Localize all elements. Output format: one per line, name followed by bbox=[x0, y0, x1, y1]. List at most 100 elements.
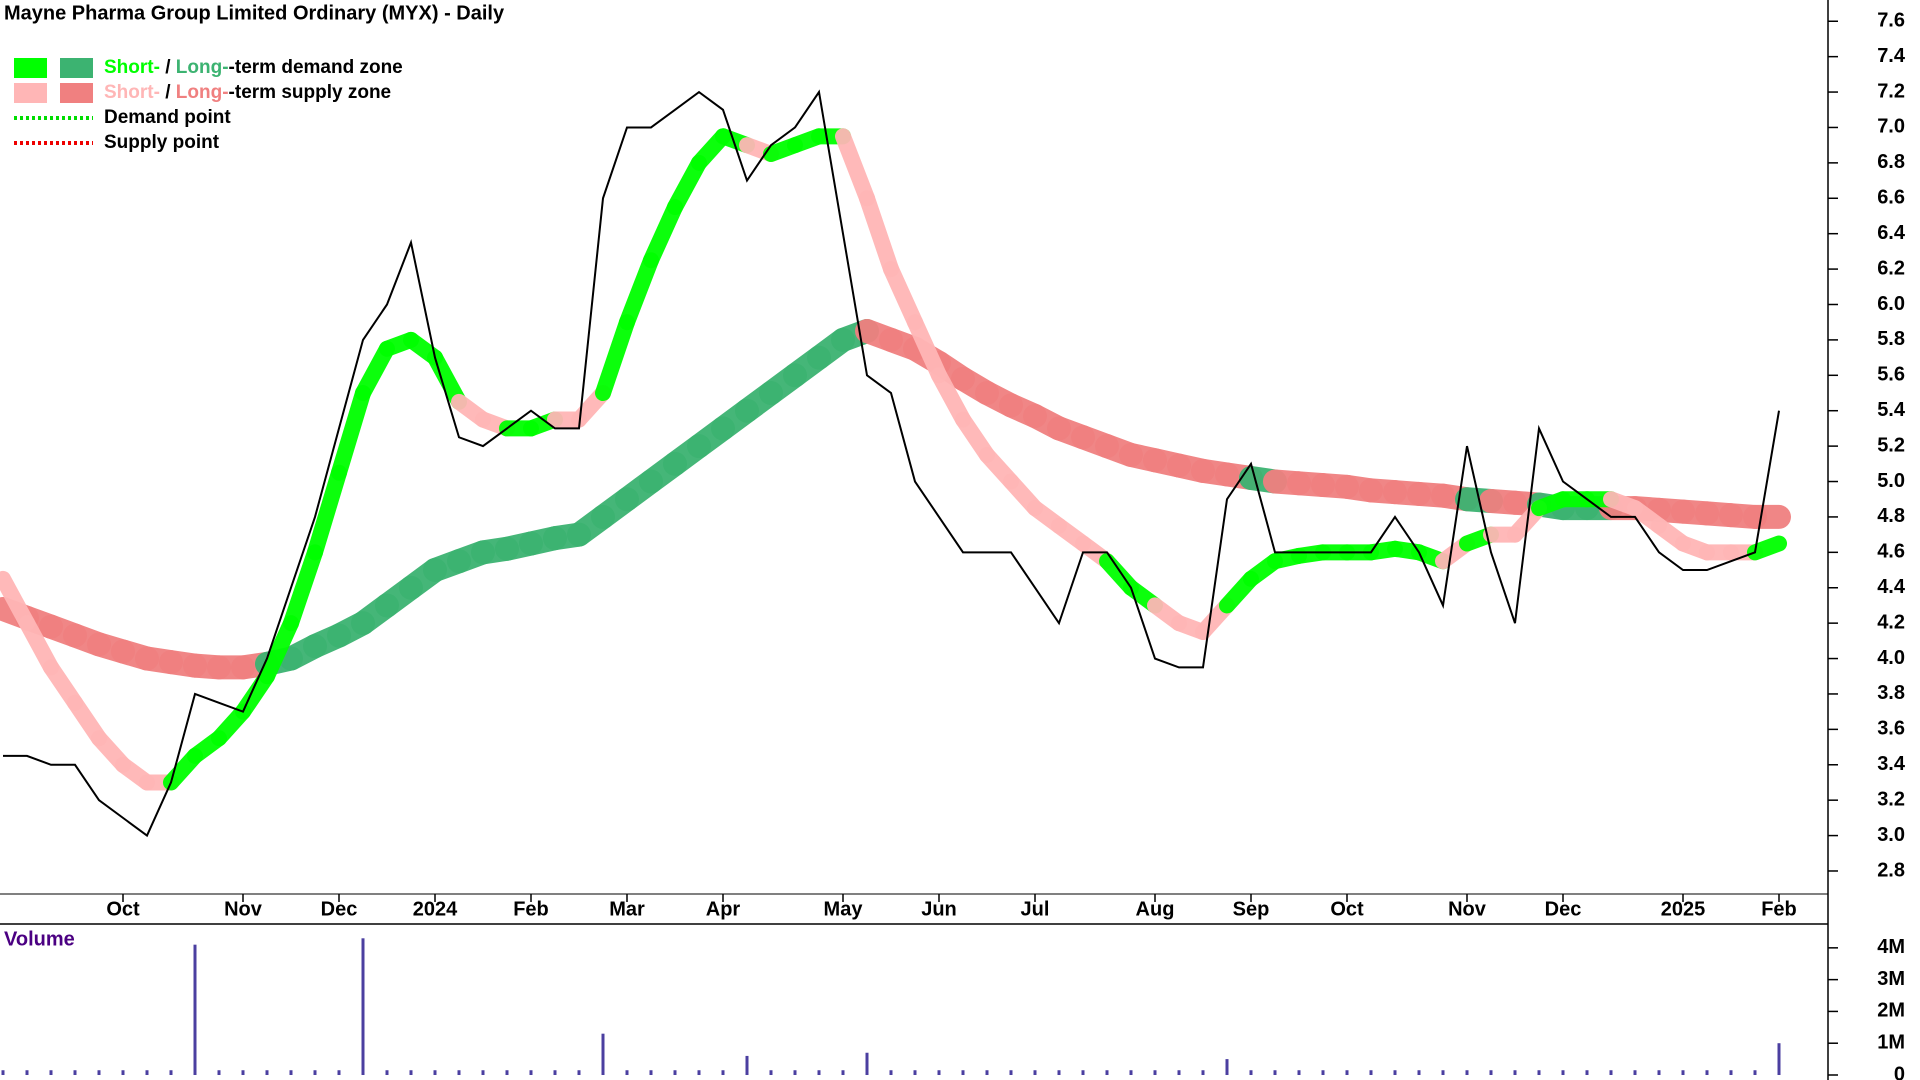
y-tick-label: 2.8 bbox=[1877, 859, 1905, 881]
volume-title: Volume bbox=[4, 928, 75, 950]
y-tick-label: 6.6 bbox=[1877, 187, 1905, 209]
volume-bar bbox=[697, 1070, 701, 1075]
volume-bar bbox=[913, 1070, 917, 1075]
y-tick-label: 0 bbox=[1894, 1063, 1905, 1080]
x-tick-label: Nov bbox=[1448, 898, 1487, 920]
volume-bar bbox=[577, 1070, 581, 1075]
legend-long: Long- bbox=[176, 82, 229, 103]
y-tick-label: 4.8 bbox=[1877, 505, 1905, 527]
volume-bar bbox=[481, 1070, 485, 1075]
short-zone-segment bbox=[355, 340, 395, 402]
volume-bar bbox=[529, 1070, 533, 1075]
y-tick-label: 3M bbox=[1877, 968, 1905, 990]
legend-short: Short- bbox=[104, 82, 160, 103]
y-tick-label: 5.4 bbox=[1877, 399, 1906, 421]
y-tick-label: 7.0 bbox=[1877, 116, 1905, 138]
volume-bar bbox=[1513, 1070, 1517, 1075]
short-zone-segment bbox=[907, 314, 947, 384]
volume-bar bbox=[1561, 1070, 1565, 1075]
volume-bar bbox=[1345, 1070, 1349, 1075]
y-tick-label: 4.2 bbox=[1877, 611, 1905, 633]
volume-bar bbox=[889, 1070, 893, 1075]
volume-bar bbox=[1705, 1070, 1709, 1075]
volume-bar bbox=[1225, 1059, 1229, 1075]
volume-bar bbox=[1441, 1070, 1445, 1075]
x-tick-label: 2025 bbox=[1661, 898, 1706, 920]
y-tick-label: 5.2 bbox=[1877, 434, 1905, 456]
legend-sep: / bbox=[160, 57, 176, 78]
x-tick-label: 2024 bbox=[413, 898, 458, 920]
volume-bar bbox=[1081, 1070, 1085, 1075]
short-zone-segment bbox=[307, 464, 347, 561]
x-tick-label: Sep bbox=[1233, 898, 1270, 920]
volume-bar bbox=[553, 1070, 557, 1075]
volume-bar bbox=[457, 1070, 461, 1075]
x-tick-label: Nov bbox=[224, 898, 263, 920]
y-tick-label: 1M bbox=[1877, 1031, 1905, 1053]
volume-bar bbox=[1753, 1070, 1757, 1075]
x-tick-label: Feb bbox=[1761, 898, 1797, 920]
legend-swatch bbox=[14, 58, 47, 78]
volume-bar bbox=[961, 1070, 965, 1075]
y-tick-label: 4.4 bbox=[1877, 576, 1906, 598]
volume-bar bbox=[1201, 1070, 1205, 1075]
volume-bar bbox=[865, 1052, 869, 1075]
volume-bar bbox=[1585, 1070, 1589, 1075]
legend-label: Short- / Long--term supply zone bbox=[104, 82, 391, 103]
volume-bar bbox=[337, 1070, 341, 1075]
short-zone-segment bbox=[331, 385, 371, 481]
volume-bar bbox=[1609, 1070, 1613, 1075]
short-zone-segment bbox=[667, 154, 707, 216]
short-zone-segment bbox=[259, 615, 299, 685]
y-tick-label: 7.2 bbox=[1877, 80, 1905, 102]
x-tick-label: Jun bbox=[921, 898, 957, 920]
x-tick-label: Mar bbox=[609, 898, 645, 920]
volume-bar bbox=[1033, 1070, 1037, 1075]
y-tick-label: 7.6 bbox=[1877, 10, 1905, 32]
y-tick-label: 3.2 bbox=[1877, 788, 1905, 810]
volume-bar bbox=[937, 1070, 941, 1075]
x-tick-label: Feb bbox=[513, 898, 549, 920]
y-tick-label: 3.8 bbox=[1877, 682, 1905, 704]
legend-swatch bbox=[60, 83, 93, 103]
legend-label: Short- / Long--term demand zone bbox=[104, 57, 403, 78]
y-tick-label: 3.6 bbox=[1877, 718, 1905, 740]
y-tick-label: 7.4 bbox=[1877, 45, 1906, 67]
volume-bar bbox=[49, 1070, 53, 1075]
y-tick-label: 6.8 bbox=[1877, 151, 1905, 173]
volume-bar bbox=[1009, 1070, 1013, 1075]
y-tick-label: 6.2 bbox=[1877, 257, 1905, 279]
volume-bar bbox=[1393, 1070, 1397, 1075]
volume-bar bbox=[25, 1070, 29, 1075]
volume-bar bbox=[289, 1070, 293, 1075]
volume-bar bbox=[169, 1070, 173, 1075]
legend-swatch bbox=[14, 83, 47, 103]
volume-bar bbox=[1465, 1070, 1469, 1075]
volume-bar bbox=[1057, 1070, 1061, 1075]
y-tick-label: 4M bbox=[1877, 936, 1905, 958]
legend-short: Short- bbox=[104, 57, 160, 78]
volume-bar bbox=[313, 1070, 317, 1075]
volume-bar bbox=[97, 1070, 101, 1075]
volume-bar bbox=[985, 1070, 989, 1075]
legend-swatch bbox=[60, 58, 93, 78]
volume-bar bbox=[1369, 1070, 1373, 1075]
volume-bar bbox=[1129, 1070, 1133, 1075]
volume-bar bbox=[601, 1033, 605, 1075]
volume-bar bbox=[1537, 1070, 1541, 1075]
short-zone-segment bbox=[0, 570, 35, 632]
volume-bar bbox=[361, 938, 365, 1075]
x-tick-label: Oct bbox=[106, 898, 140, 920]
x-tick-label: Oct bbox=[1330, 898, 1364, 920]
legend-sep: / bbox=[160, 82, 176, 103]
volume-bar bbox=[433, 1070, 437, 1075]
volume-bar bbox=[625, 1070, 629, 1075]
volume-bar bbox=[1489, 1070, 1493, 1075]
y-tick-label: 5.8 bbox=[1877, 328, 1905, 350]
y-tick-label: 3.4 bbox=[1877, 753, 1906, 775]
volume-bar bbox=[145, 1070, 149, 1075]
y-tick-label: 2M bbox=[1877, 1000, 1905, 1022]
volume-bar bbox=[1657, 1070, 1661, 1075]
